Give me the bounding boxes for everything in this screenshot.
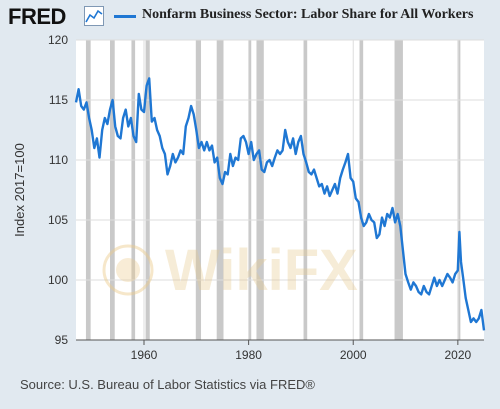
recession-band: [131, 40, 136, 340]
recession-band: [458, 40, 461, 340]
y-tick-label: 115: [49, 93, 68, 107]
y-axis-label: Index 2017=100: [12, 143, 27, 237]
legend-swatch: [114, 15, 136, 18]
watermark-text: WikiFX: [165, 238, 358, 303]
axes: 95 100 105 110 115 120 1960 1980 2000 2020: [48, 33, 484, 362]
x-tick-label: 1960: [131, 348, 158, 362]
recession-band: [248, 40, 252, 340]
recession-band: [394, 40, 403, 340]
y-tick-label: 105: [48, 213, 68, 227]
fred-logo[interactable]: FRED: [8, 4, 66, 29]
recession-band: [110, 40, 115, 340]
x-tick-label: 1980: [235, 348, 262, 362]
y-tick-label: 95: [55, 333, 69, 347]
source-note: Source: U.S. Bureau of Labor Statistics …: [20, 377, 315, 392]
x-tick-label: 2000: [340, 348, 367, 362]
recession-band: [303, 40, 308, 340]
y-tick-label: 110: [49, 153, 68, 167]
recession-band: [195, 40, 202, 340]
recession-band: [216, 40, 224, 340]
recession-band: [256, 40, 264, 340]
recession-band: [85, 40, 91, 340]
recession-bands: [85, 40, 461, 340]
chart-title: Nonfarm Business Sector: Labor Share for…: [142, 7, 474, 22]
y-tick-label: 120: [48, 33, 68, 47]
recession-band: [145, 40, 150, 340]
x-tick-label: 2020: [444, 348, 471, 362]
wikifx-watermark: WikiFX: [102, 238, 358, 303]
y-tick-label: 100: [48, 273, 68, 287]
line-chart-icon: [84, 6, 104, 26]
series-line: [74, 77, 486, 331]
chart-header: FRED Nonfarm Business Sector: Labor Shar…: [0, 0, 500, 34]
recession-band: [359, 40, 364, 340]
